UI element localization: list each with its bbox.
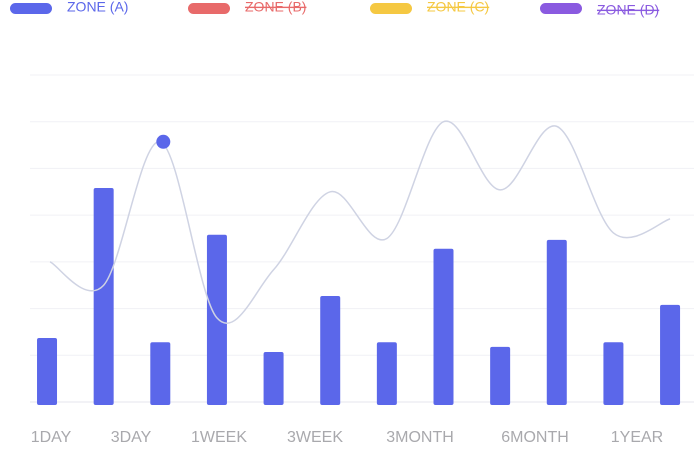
legend-swatch[interactable] [370,3,412,14]
x-tick-label: 1YEAR [611,429,663,446]
legend-swatch[interactable] [540,3,582,14]
legend-label[interactable]: ZONE (B) [245,0,306,15]
bar [603,342,624,405]
legend-label[interactable]: ZONE (A) [67,0,128,15]
line [49,120,671,324]
legend-label[interactable]: ZONE (D) [597,2,659,18]
x-tick-label: 1DAY [31,429,72,446]
legend-swatch[interactable] [188,3,230,14]
bar [150,342,171,405]
bar [93,188,114,405]
legend-label[interactable]: ZONE (C) [427,0,489,15]
highlight-point [156,134,171,149]
bar [37,338,58,405]
bar [660,304,681,405]
x-tick-label: 3WEEK [287,429,343,446]
x-tick-label: 1WEEK [191,429,247,446]
x-tick-label: 3DAY [111,429,152,446]
bar [263,352,284,405]
bar [320,295,341,405]
x-tick-label: 3MONTH [386,429,454,446]
bar [490,346,511,405]
bar [433,248,454,405]
bar [546,239,567,405]
x-tick-label: 6MONTH [501,429,569,446]
legend-swatch[interactable] [10,3,52,14]
bar [206,234,227,405]
bar [376,342,397,405]
